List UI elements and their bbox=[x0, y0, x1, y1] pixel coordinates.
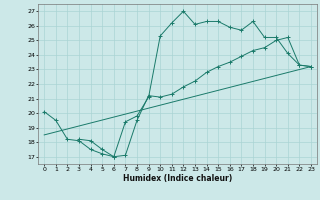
X-axis label: Humidex (Indice chaleur): Humidex (Indice chaleur) bbox=[123, 174, 232, 183]
